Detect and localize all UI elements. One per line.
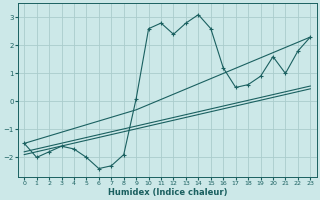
X-axis label: Humidex (Indice chaleur): Humidex (Indice chaleur) (108, 188, 227, 197)
